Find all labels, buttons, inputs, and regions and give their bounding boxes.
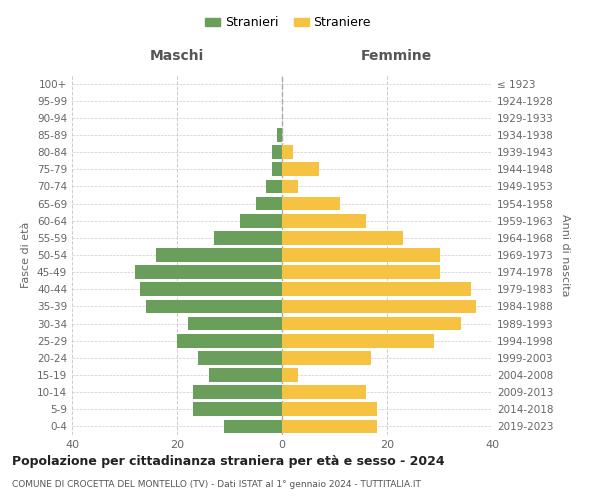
Bar [282, 420, 377, 434]
Bar [209, 368, 282, 382]
Bar [198, 351, 282, 364]
Bar [277, 128, 282, 142]
Bar [282, 316, 461, 330]
Bar [282, 248, 439, 262]
Bar [282, 231, 403, 244]
Bar [282, 402, 377, 416]
Bar [282, 386, 366, 399]
Bar [282, 351, 371, 364]
Bar [256, 196, 282, 210]
Y-axis label: Anni di nascita: Anni di nascita [560, 214, 570, 296]
Legend: Stranieri, Straniere: Stranieri, Straniere [200, 11, 376, 34]
Bar [282, 282, 471, 296]
Text: Popolazione per cittadinanza straniera per età e sesso - 2024: Popolazione per cittadinanza straniera p… [12, 455, 445, 468]
Y-axis label: Fasce di età: Fasce di età [22, 222, 31, 288]
Bar [282, 368, 298, 382]
Bar [282, 214, 366, 228]
Bar [193, 402, 282, 416]
Bar [282, 266, 439, 279]
Bar [282, 334, 434, 347]
Bar [146, 300, 282, 314]
Bar [214, 231, 282, 244]
Text: Femmine: Femmine [361, 50, 431, 64]
Bar [282, 300, 476, 314]
Bar [156, 248, 282, 262]
Text: COMUNE DI CROCETTA DEL MONTELLO (TV) - Dati ISTAT al 1° gennaio 2024 - TUTTITALI: COMUNE DI CROCETTA DEL MONTELLO (TV) - D… [12, 480, 421, 489]
Bar [271, 162, 282, 176]
Bar [224, 420, 282, 434]
Bar [240, 214, 282, 228]
Bar [282, 180, 298, 194]
Bar [193, 386, 282, 399]
Bar [177, 334, 282, 347]
Bar [187, 316, 282, 330]
Bar [282, 146, 293, 159]
Bar [140, 282, 282, 296]
Text: Maschi: Maschi [150, 50, 204, 64]
Bar [266, 180, 282, 194]
Bar [271, 146, 282, 159]
Bar [282, 162, 319, 176]
Bar [135, 266, 282, 279]
Bar [282, 196, 340, 210]
